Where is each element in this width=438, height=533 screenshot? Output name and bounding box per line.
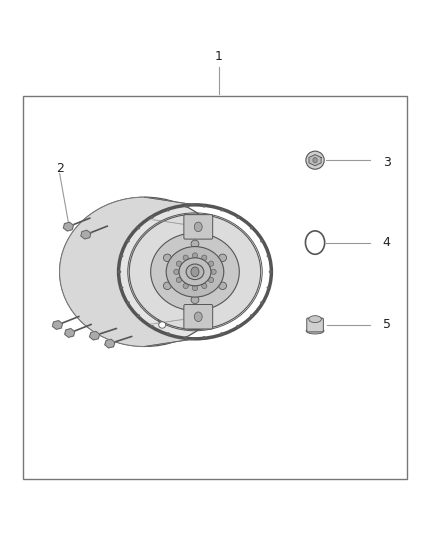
Ellipse shape xyxy=(184,336,187,338)
Ellipse shape xyxy=(129,214,261,329)
Polygon shape xyxy=(60,197,195,346)
Ellipse shape xyxy=(183,283,188,288)
Ellipse shape xyxy=(60,197,230,346)
Ellipse shape xyxy=(192,253,198,258)
Ellipse shape xyxy=(183,255,188,260)
Ellipse shape xyxy=(201,255,207,260)
Circle shape xyxy=(194,222,202,232)
Ellipse shape xyxy=(306,151,324,169)
Ellipse shape xyxy=(167,332,170,335)
Ellipse shape xyxy=(167,209,170,212)
Ellipse shape xyxy=(208,261,214,266)
Ellipse shape xyxy=(163,282,171,289)
Text: 3: 3 xyxy=(383,156,391,169)
Ellipse shape xyxy=(219,254,226,262)
Circle shape xyxy=(313,158,317,163)
Circle shape xyxy=(191,267,199,277)
Ellipse shape xyxy=(267,286,269,289)
Circle shape xyxy=(305,231,325,254)
Ellipse shape xyxy=(267,255,269,257)
Ellipse shape xyxy=(191,240,199,247)
Ellipse shape xyxy=(158,316,166,324)
Polygon shape xyxy=(53,321,63,329)
Ellipse shape xyxy=(127,240,130,243)
Text: 2: 2 xyxy=(56,161,64,175)
Ellipse shape xyxy=(208,277,214,282)
Circle shape xyxy=(194,312,202,321)
Ellipse shape xyxy=(219,282,226,289)
Polygon shape xyxy=(81,230,91,239)
Ellipse shape xyxy=(201,283,207,288)
Ellipse shape xyxy=(186,264,204,280)
Ellipse shape xyxy=(220,332,223,335)
Ellipse shape xyxy=(250,227,253,229)
Bar xyxy=(22,96,407,479)
Ellipse shape xyxy=(179,258,211,286)
Ellipse shape xyxy=(151,216,154,219)
Ellipse shape xyxy=(159,322,166,328)
Ellipse shape xyxy=(202,336,205,338)
Text: 5: 5 xyxy=(383,319,391,332)
Ellipse shape xyxy=(260,301,263,304)
Ellipse shape xyxy=(191,296,199,303)
Polygon shape xyxy=(105,340,115,348)
FancyBboxPatch shape xyxy=(184,304,213,329)
Ellipse shape xyxy=(192,286,198,291)
Circle shape xyxy=(310,236,320,249)
Ellipse shape xyxy=(120,255,124,257)
Ellipse shape xyxy=(211,269,216,274)
Ellipse shape xyxy=(260,240,263,243)
Text: 4: 4 xyxy=(383,236,391,249)
Ellipse shape xyxy=(151,325,154,327)
Ellipse shape xyxy=(202,205,205,208)
Text: 1: 1 xyxy=(215,50,223,63)
Ellipse shape xyxy=(151,233,239,311)
Ellipse shape xyxy=(250,314,253,317)
Ellipse shape xyxy=(137,314,140,317)
Polygon shape xyxy=(64,222,73,231)
Ellipse shape xyxy=(220,209,223,212)
Polygon shape xyxy=(309,155,321,166)
Ellipse shape xyxy=(236,325,239,327)
Ellipse shape xyxy=(174,269,179,274)
Ellipse shape xyxy=(309,316,321,322)
Ellipse shape xyxy=(137,227,140,229)
Polygon shape xyxy=(65,328,74,337)
Ellipse shape xyxy=(127,301,130,304)
Ellipse shape xyxy=(176,277,181,282)
Ellipse shape xyxy=(269,270,272,273)
FancyBboxPatch shape xyxy=(184,215,213,239)
Ellipse shape xyxy=(236,216,239,219)
Ellipse shape xyxy=(163,254,171,262)
Polygon shape xyxy=(89,332,99,340)
Ellipse shape xyxy=(120,286,124,289)
Ellipse shape xyxy=(306,328,324,334)
FancyBboxPatch shape xyxy=(307,318,323,332)
Ellipse shape xyxy=(184,205,187,208)
Ellipse shape xyxy=(118,270,121,273)
Ellipse shape xyxy=(176,261,181,266)
Ellipse shape xyxy=(166,247,224,297)
